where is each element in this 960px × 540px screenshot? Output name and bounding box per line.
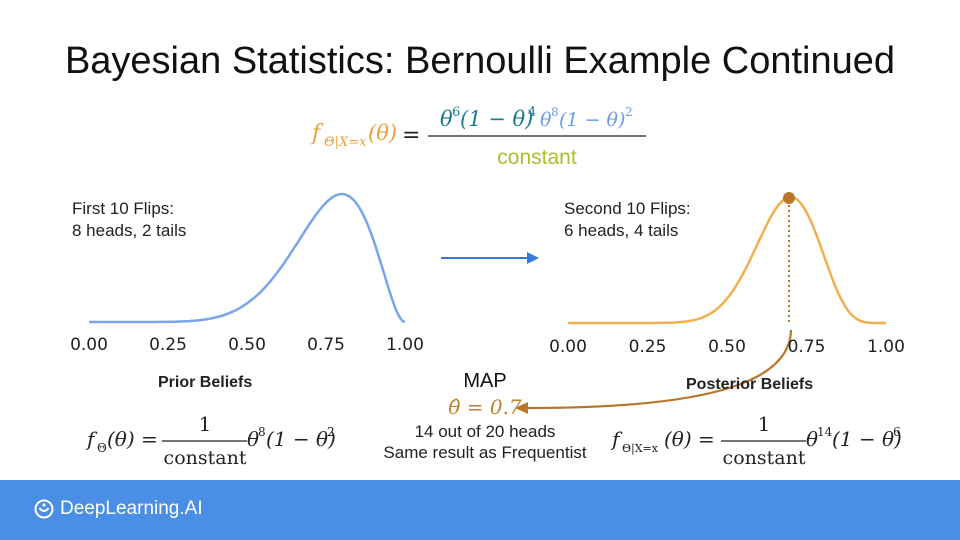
prior-flips-text: First 10 Flips: 8 heads, 2 tails (72, 198, 186, 242)
footer-bar: DeepLearning.AI (0, 480, 960, 540)
deeplearning-logo-icon (34, 499, 54, 519)
prior-formula-rhs-exp-a: 8 (258, 425, 266, 439)
posterior-caption: Posterior Beliefs (686, 376, 814, 393)
map-line1: 14 out of 20 heads (414, 422, 556, 441)
num1-base: θ (440, 107, 453, 131)
brand-logo[interactable]: DeepLearning.AI (34, 498, 203, 520)
posterior-formula: f Θ|X=x (θ) = 1 constant θ 14 (1 − θ) 6 (610, 412, 902, 469)
map-curved-arrow (527, 329, 793, 410)
num1-exp2: 4 (528, 105, 536, 120)
map-line2: Same result as Frequentist (383, 443, 587, 462)
posterior-formula-den: constant (723, 447, 806, 469)
posterior-formula-sub: Θ|X=x (622, 442, 659, 456)
prior-formula-rhs-exp-b: 2 (327, 425, 335, 439)
num1-mid: (1 − θ) (460, 107, 533, 131)
posterior-tick-label: 0.50 (708, 337, 746, 357)
map-curved-arrow-head (515, 402, 528, 414)
prior-formula-arg: (θ) = (107, 427, 158, 451)
posterior-formula-rhs-exp-b: 6 (893, 425, 901, 439)
prior-tick-label: 0.00 (70, 335, 108, 355)
map-block: MAP θ̂ = 0.7 14 out of 20 heads Same res… (360, 370, 610, 463)
prior-caption: Prior Beliefs (158, 374, 253, 391)
prior-formula-num: 1 (199, 412, 212, 436)
top-formula: f Θ|X=x (θ) = θ 6 (1 − θ) 4 θ 8 (1 − θ) … (310, 105, 646, 169)
prior-tick-label: 0.75 (307, 335, 345, 355)
posterior-tick-label: 0.00 (549, 337, 587, 357)
posterior-tick-label: 1.00 (867, 337, 905, 357)
prior-formula-den: constant (164, 447, 247, 469)
top-formula-denominator: constant (497, 146, 577, 169)
posterior-axis-ticks: 0.00 0.25 0.50 0.75 1.00 (549, 337, 905, 357)
posterior-formula-rhs-a: θ (806, 427, 818, 451)
diagram-canvas: 0.00 0.25 0.50 0.75 1.00 0.00 0.25 0.50 0.75 1.0… (70, 192, 905, 414)
posterior-formula-rhs-exp-a: 14 (817, 425, 833, 439)
prior-tick-label: 1.00 (386, 335, 424, 355)
prior-formula: f Θ (θ) = 1 constant θ 8 (1 − θ) 2 (85, 412, 336, 469)
top-formula-lhs-arg: (θ) (368, 121, 397, 145)
posterior-formula-arg: (θ) = (664, 427, 715, 451)
posterior-density-curve (568, 195, 886, 325)
posterior-formula-num: 1 (758, 412, 771, 436)
posterior-tick-label: 0.75 (788, 337, 826, 357)
posterior-formula-rhs-b: (1 − θ) (832, 427, 902, 451)
num2-exp2: 2 (625, 105, 633, 119)
prior-axis-ticks: 0.00 0.25 0.50 0.75 1.00 (70, 335, 424, 355)
num1-exp: 6 (452, 105, 460, 120)
prior-to-posterior-arrow-head (527, 252, 539, 264)
posterior-tick-label: 0.25 (629, 337, 667, 357)
prior-flips-line1: First 10 Flips: (72, 199, 175, 218)
num2-mid: (1 − θ) (559, 109, 625, 131)
top-formula-lhs-sub: Θ|X=x (324, 135, 367, 150)
prior-tick-label: 0.25 (149, 335, 187, 355)
prior-formula-sub: Θ (97, 441, 107, 455)
posterior-flips-line2: 6 heads, 4 tails (564, 221, 679, 240)
map-label: MAP (463, 370, 507, 392)
num2-exp: 8 (551, 105, 559, 119)
num2-base: θ (540, 109, 552, 131)
posterior-flips-line1: Second 10 Flips: (564, 199, 691, 218)
prior-flips-line2: 8 heads, 2 tails (72, 221, 187, 240)
prior-density-curve (89, 192, 406, 324)
prior-tick-label: 0.50 (228, 335, 266, 355)
prior-formula-rhs-a: θ (247, 427, 259, 451)
posterior-flips-text: Second 10 Flips: 6 heads, 4 tails (564, 198, 691, 242)
slide-title: Bayesian Statistics: Bernoulli Example C… (64, 40, 896, 82)
top-formula-equals: = (402, 123, 420, 148)
map-peak-marker (783, 192, 795, 204)
map-estimate: θ̂ = 0.7 (448, 395, 522, 419)
brand-name: DeepLearning.AI (60, 498, 203, 519)
prior-formula-rhs-b: (1 − θ) (266, 427, 336, 451)
